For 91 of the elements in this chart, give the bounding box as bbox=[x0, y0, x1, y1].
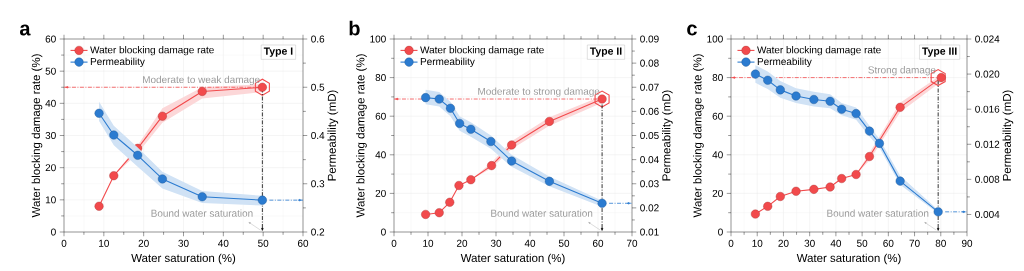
y2-tick-label: 0.3 bbox=[311, 180, 325, 188]
legend-label: Permeability bbox=[90, 57, 145, 68]
y-tick-label: 20 bbox=[712, 189, 723, 197]
y2-tick-label: 0.024 bbox=[975, 35, 1000, 43]
x-tick-label: 30 bbox=[804, 239, 815, 247]
ref-line-label: Strong damage bbox=[868, 66, 936, 76]
y-tick-label: 60 bbox=[712, 112, 723, 120]
y2-tick-label: 0.5 bbox=[311, 83, 325, 91]
y-tick-label: 20 bbox=[45, 164, 56, 172]
legend-label: Water blocking damage rate bbox=[90, 46, 214, 56]
y-tick-label: 0 bbox=[718, 228, 723, 236]
y2-tick-label: 0.01 bbox=[640, 228, 659, 236]
y-axis-title: Water blocking damage rate (%) bbox=[31, 54, 43, 218]
chart-title: b bbox=[349, 20, 360, 36]
x-tick-label: 60 bbox=[883, 239, 894, 247]
y-tick-label: 40 bbox=[712, 151, 723, 159]
ref-line-label: Bound water saturation bbox=[491, 209, 593, 217]
chart-title: a bbox=[19, 24, 31, 36]
y2-tick-label: 0.03 bbox=[640, 180, 659, 188]
y2-axis-title: Permeability (mD) bbox=[662, 90, 673, 181]
annotation: Type II bbox=[589, 47, 622, 57]
x-tick-label: 60 bbox=[592, 239, 604, 247]
x-tick-label: 30 bbox=[490, 239, 502, 247]
x-tick-label: 40 bbox=[830, 239, 842, 247]
y2-axis-title: Permeability (mD) bbox=[327, 90, 339, 181]
x-axis-title: Water saturation (%) bbox=[460, 253, 565, 265]
y2-tick-label: 0.07 bbox=[640, 83, 659, 91]
chart-title: c bbox=[687, 24, 697, 36]
y-tick-label: 60 bbox=[45, 35, 56, 43]
y2-tick-label: 0.02 bbox=[640, 204, 659, 212]
y-tick-label: 10 bbox=[45, 196, 56, 204]
y-tick-label: 80 bbox=[712, 74, 723, 82]
x-tick-label: 50 bbox=[558, 239, 570, 247]
y2-tick-label: 0.09 bbox=[640, 35, 659, 43]
y2-tick-label: 0.06 bbox=[640, 107, 659, 115]
annotation: Type III bbox=[922, 47, 957, 57]
x-tick-label: 10 bbox=[423, 239, 434, 247]
y-axis-title: Water blocking damage rate (%) bbox=[356, 54, 367, 218]
x-tick-label: 20 bbox=[778, 239, 789, 247]
x-tick-label: 20 bbox=[456, 239, 468, 247]
x-tick-label: 0 bbox=[61, 239, 67, 247]
x-tick-label: 40 bbox=[524, 239, 536, 247]
x-tick-label: 70 bbox=[909, 239, 920, 247]
annotation: Type I bbox=[263, 47, 293, 57]
y2-tick-label: 0.012 bbox=[975, 140, 1000, 148]
y-tick-label: 40 bbox=[375, 151, 386, 159]
x-axis-title: Water saturation (%) bbox=[796, 253, 901, 265]
x-tick-label: 40 bbox=[218, 239, 229, 247]
y-tick-label: 40 bbox=[45, 99, 56, 107]
ref-line-label: Bound water saturation bbox=[151, 209, 253, 217]
x-tick-label: 60 bbox=[297, 239, 309, 247]
y2-tick-label: 0.04 bbox=[640, 156, 659, 164]
x-tick-label: 70 bbox=[626, 239, 638, 247]
x-tick-label: 0 bbox=[728, 239, 734, 247]
legend-label: Water blocking damage rate bbox=[420, 46, 544, 56]
x-tick-label: 20 bbox=[138, 239, 149, 247]
y-tick-label: 100 bbox=[370, 35, 386, 43]
legend-label: Permeability bbox=[420, 57, 475, 68]
x-tick-label: 30 bbox=[178, 239, 189, 247]
y2-tick-label: 0.008 bbox=[975, 175, 1000, 183]
x-tick-label: 0 bbox=[391, 239, 397, 247]
y2-tick-label: 0.016 bbox=[975, 105, 1000, 113]
x-tick-label: 10 bbox=[99, 239, 109, 247]
y2-tick-label: 0.6 bbox=[311, 35, 325, 43]
legend-label: Permeability bbox=[757, 57, 812, 68]
y-tick-label: 0 bbox=[381, 228, 386, 236]
y-tick-label: 50 bbox=[45, 67, 56, 75]
y2-axis-title: Permeability (mD) bbox=[1002, 90, 1014, 181]
y-tick-label: 20 bbox=[375, 189, 386, 197]
x-tick-label: 10 bbox=[752, 239, 763, 247]
y-axis-title: Water blocking damage rate (%) bbox=[693, 54, 704, 218]
legend-label: Water blocking damage rate bbox=[757, 46, 881, 56]
y2-tick-label: 0.4 bbox=[311, 131, 325, 140]
y-tick-label: 100 bbox=[707, 35, 723, 43]
y2-tick-label: 0.004 bbox=[975, 210, 1000, 218]
x-tick-label: 50 bbox=[258, 239, 269, 247]
y-tick-label: 30 bbox=[45, 131, 56, 140]
x-tick-label: 50 bbox=[856, 239, 868, 247]
ref-line-label: Moderate to strong damage bbox=[478, 87, 600, 97]
x-tick-label: 80 bbox=[935, 239, 946, 247]
x-axis-title: Water saturation (%) bbox=[131, 253, 236, 265]
y2-tick-label: 0.020 bbox=[975, 70, 1000, 78]
y-tick-label: 0 bbox=[51, 228, 56, 236]
ref-line-label: Moderate to weak damage bbox=[143, 75, 260, 86]
x-tick-label: 90 bbox=[961, 239, 973, 247]
y-tick-label: 60 bbox=[375, 112, 386, 120]
y2-tick-label: 0.08 bbox=[640, 59, 659, 67]
y2-tick-label: 0.05 bbox=[640, 131, 659, 140]
y2-tick-label: 0.2 bbox=[311, 228, 325, 236]
y-tick-label: 80 bbox=[375, 74, 386, 82]
ref-line-label: Bound water saturation bbox=[827, 209, 929, 217]
